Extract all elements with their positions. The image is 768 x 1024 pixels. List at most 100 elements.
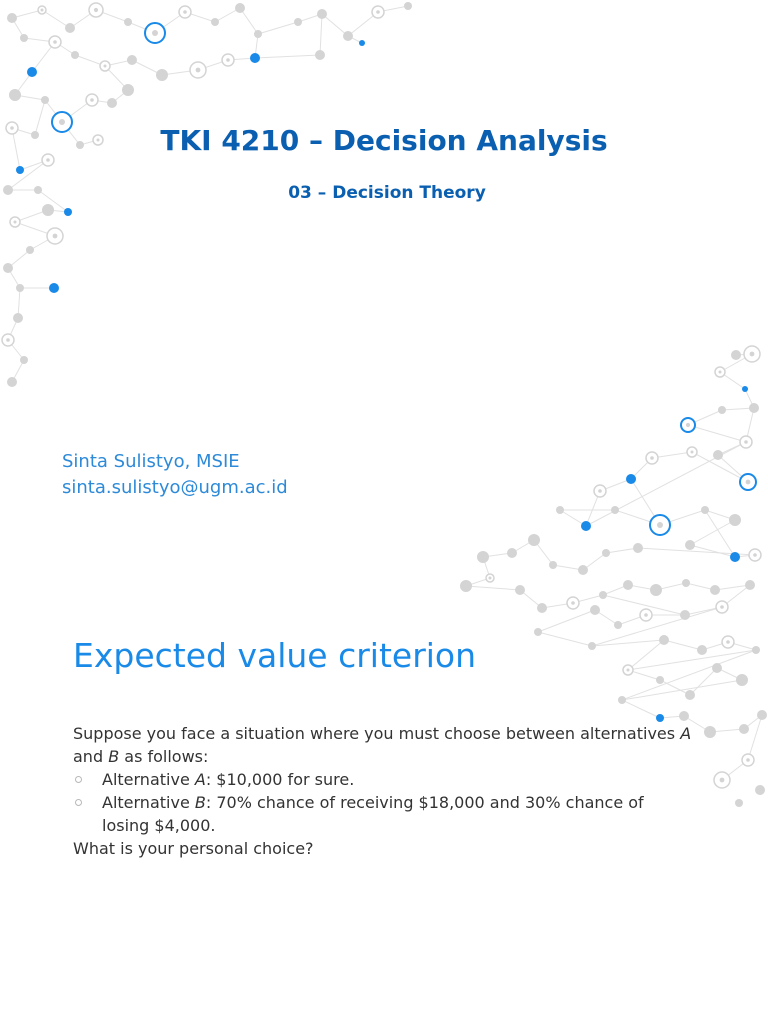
network-node-icon — [3, 185, 13, 195]
network-node-icon — [656, 714, 664, 722]
network-node-icon — [294, 18, 302, 26]
network-node-icon — [156, 69, 168, 81]
network-node-icon — [730, 552, 740, 562]
list-item: Alternative B: 70% chance of receiving $… — [73, 791, 693, 837]
network-link — [627, 639, 665, 671]
network-link — [663, 639, 703, 651]
slide-subtitle: 03 – Decision Theory — [288, 183, 486, 203]
network-node-core-icon — [746, 758, 750, 762]
network-link — [704, 509, 736, 558]
network-node-icon — [107, 98, 117, 108]
network-node-icon — [623, 580, 633, 590]
network-node-icon — [599, 591, 607, 599]
network-link — [621, 699, 661, 719]
network-node-icon — [731, 350, 741, 360]
network-node-icon — [537, 603, 547, 613]
network-node-icon — [614, 621, 622, 629]
network-node-core-icon — [626, 668, 630, 672]
network-link — [602, 594, 686, 616]
network-node-core-icon — [40, 8, 44, 12]
network-node-core-icon — [685, 422, 691, 428]
network-node-icon — [682, 579, 690, 587]
network-node-icon — [507, 548, 517, 558]
network-node-icon — [9, 89, 21, 101]
network-node-core-icon — [571, 601, 575, 605]
network-node-icon — [556, 506, 564, 514]
network-node-core-icon — [96, 138, 100, 142]
network-link — [714, 584, 751, 591]
network-node-icon — [745, 580, 755, 590]
author-name: Sinta Sulistyo, MSIE — [62, 451, 240, 472]
section-body: Suppose you face a situation where you m… — [73, 722, 693, 860]
network-node-icon — [713, 450, 723, 460]
network-link — [239, 7, 259, 35]
network-node-core-icon — [488, 576, 492, 580]
network-node-icon — [315, 50, 325, 60]
network-link — [689, 519, 736, 546]
network-node-core-icon — [52, 233, 58, 239]
network-link — [627, 649, 757, 671]
network-link — [691, 451, 749, 483]
network-node-icon — [736, 674, 748, 686]
network-link — [319, 13, 323, 56]
network-node-core-icon — [749, 351, 755, 357]
network-node-icon — [76, 141, 84, 149]
network-node-icon — [460, 580, 472, 592]
network-node-core-icon — [650, 456, 654, 460]
network-node-icon — [680, 610, 690, 620]
network-node-core-icon — [376, 10, 380, 14]
network-node-icon — [254, 30, 262, 38]
network-node-icon — [250, 53, 260, 63]
author-email: sinta.sulistyo@ugm.ac.id — [62, 477, 288, 498]
network-node-core-icon — [226, 58, 230, 62]
network-node-icon — [64, 208, 72, 216]
network-node-icon — [718, 406, 726, 414]
network-node-core-icon — [6, 338, 10, 342]
network-node-icon — [749, 403, 759, 413]
network-node-icon — [528, 534, 540, 546]
network-node-icon — [34, 186, 42, 194]
network-node-icon — [49, 283, 59, 293]
bullet-circle-icon — [75, 776, 82, 783]
network-node-core-icon — [103, 64, 107, 68]
network-node-icon — [515, 585, 525, 595]
network-node-core-icon — [152, 30, 158, 36]
network-node-icon — [685, 690, 695, 700]
network-node-core-icon — [719, 777, 725, 783]
network-node-icon — [16, 284, 24, 292]
network-node-core-icon — [744, 440, 748, 444]
network-link — [537, 609, 596, 633]
network-node-icon — [26, 246, 34, 254]
network-node-icon — [602, 549, 610, 557]
network-node-icon — [317, 9, 327, 19]
network-node-icon — [735, 799, 743, 807]
network-node-core-icon — [598, 489, 602, 493]
network-node-core-icon — [753, 553, 757, 557]
network-link — [659, 679, 691, 696]
network-node-icon — [477, 551, 489, 563]
network-link — [257, 21, 299, 35]
network-node-icon — [122, 84, 134, 96]
network-link — [621, 649, 757, 701]
network-link — [34, 99, 46, 136]
network-node-icon — [581, 521, 591, 531]
network-node-core-icon — [59, 119, 65, 125]
network-link — [689, 544, 736, 558]
network-node-icon — [742, 386, 748, 392]
network-node-icon — [685, 540, 695, 550]
network-node-icon — [729, 514, 741, 526]
network-node-icon — [71, 51, 79, 59]
network-node-icon — [752, 646, 760, 654]
network-link — [254, 54, 321, 59]
network-link — [721, 407, 755, 411]
network-link — [591, 639, 665, 647]
network-link — [689, 667, 718, 696]
network-node-icon — [712, 663, 722, 673]
network-node-icon — [127, 55, 137, 65]
network-node-icon — [549, 561, 557, 569]
question-text: What is your personal choice? — [73, 839, 314, 858]
network-node-core-icon — [726, 640, 730, 644]
network-node-icon — [20, 34, 28, 42]
network-node-icon — [124, 18, 132, 26]
